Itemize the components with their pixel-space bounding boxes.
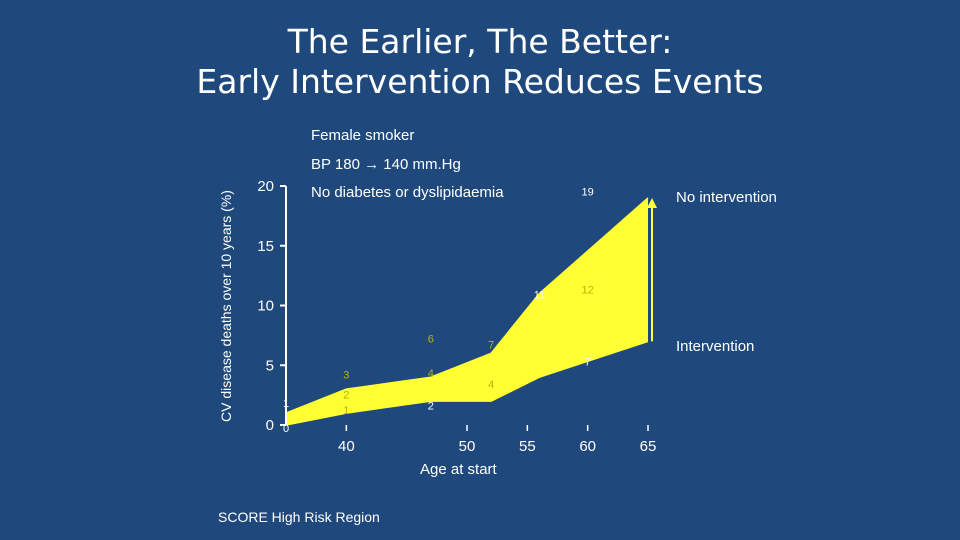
data-label: 2: [343, 390, 349, 402]
x-tick-label: 50: [459, 438, 476, 455]
series-intervention-line: [285, 340, 649, 426]
title-line-1: The Earlier, The Better:: [287, 22, 673, 61]
x-tick-label: 55: [519, 438, 536, 455]
data-label: 11: [534, 289, 545, 301]
no-intervention-label: No intervention: [676, 189, 777, 206]
reduction-arrowhead: [647, 197, 657, 208]
data-label: 4: [488, 379, 494, 391]
data-label: 7: [585, 356, 591, 368]
data-label: 4: [428, 368, 434, 380]
data-label: 2: [428, 400, 434, 412]
title-line-2: Early Intervention Reduces Events: [196, 62, 764, 101]
series-no-intervention-line: [285, 197, 649, 414]
data-label: 6: [428, 334, 434, 346]
data-label: 7: [488, 340, 494, 352]
source-note: SCORE High Risk Region: [218, 509, 380, 525]
x-axis-label: Age at start: [420, 461, 497, 478]
y-tick-label: 0: [266, 417, 274, 434]
data-label: 19: [582, 187, 594, 199]
profile-label: Female smoker: [311, 127, 415, 144]
y-tick-label: 20: [257, 178, 274, 195]
diabetes-label: No diabetes or dyslipidaemia: [311, 184, 504, 201]
data-label: 0: [283, 423, 289, 435]
y-tick-label: 15: [257, 238, 274, 255]
data-label: 1: [283, 398, 289, 410]
y-tick-label: 5: [266, 357, 274, 374]
risk-band-area: [286, 198, 648, 425]
bp-label: BP 180 → 140 mm.Hg: [311, 156, 461, 173]
data-label: 12: [582, 285, 594, 297]
y-tick-label: 10: [257, 298, 274, 315]
data-label: 1: [343, 405, 349, 417]
x-tick-label: 60: [579, 438, 596, 455]
data-label: 3: [343, 369, 349, 381]
x-tick-label: 65: [640, 438, 657, 455]
slide-title: The Earlier, The Better: Early Intervent…: [0, 22, 960, 102]
intervention-label: Intervention: [676, 338, 755, 355]
x-tick-label: 40: [338, 438, 355, 455]
